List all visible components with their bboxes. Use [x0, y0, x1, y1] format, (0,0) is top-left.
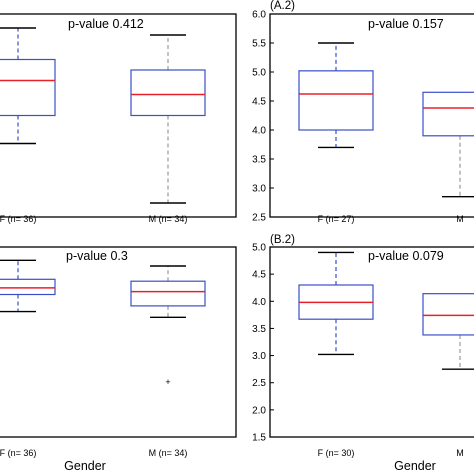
p-value-annotation: p-value 0.3	[66, 249, 128, 263]
box-2	[422, 91, 474, 198]
y-tick-label: 2.5	[252, 378, 266, 389]
p-value-annotation: p-value 0.412	[68, 17, 144, 31]
panel-label: (A.2)	[270, 0, 295, 12]
plot-frame	[269, 13, 474, 218]
box-1	[0, 27, 56, 145]
y-tick-label: 4.5	[252, 97, 266, 108]
box-2	[422, 293, 474, 370]
y-tick-label: 1.5	[252, 433, 266, 444]
x-axis-label: Gender	[394, 459, 436, 473]
x-tick-label: M	[456, 214, 464, 224]
x-tick-label: M (n= 34)	[149, 448, 188, 458]
plot-frame	[269, 246, 474, 438]
x-tick-label: F (n= 36)	[0, 448, 36, 458]
panel-4: 1.5 2.0 2.5 3.0 3.5 4.0 4.5 5.0 F (n= 30) Mp-valu…	[252, 234, 474, 473]
outlier-point: +	[165, 377, 170, 387]
box-1	[0, 259, 56, 313]
panel-label: (B.2)	[270, 234, 295, 246]
y-tick-label: 4.5	[252, 270, 266, 281]
x-tick-label: F (n= 36)	[0, 214, 36, 224]
box-2	[130, 34, 206, 204]
p-value-annotation: p-value 0.079	[368, 249, 444, 263]
y-tick-label: 2.5	[252, 213, 266, 224]
y-tick-label: 4.0	[252, 126, 266, 137]
box-body	[422, 91, 474, 137]
x-tick-label: M	[456, 448, 464, 458]
y-tick-label: 5.0	[252, 68, 266, 79]
box-body	[0, 278, 56, 296]
plot-frame	[0, 246, 237, 438]
x-tick-label: F (n= 27)	[318, 214, 355, 224]
panel-3: + F (n= 36) M (n= 34) p-value 0.3 Gender	[0, 246, 237, 473]
x-tick-label: F (n= 30)	[318, 448, 355, 458]
box-body	[422, 293, 474, 336]
y-tick-label: 2.0	[252, 405, 266, 416]
box-body	[130, 69, 206, 117]
box-1	[298, 42, 374, 149]
panel-1: F (n= 36) M (n= 34) p-value 0.412	[0, 13, 237, 224]
y-tick-label: 5.0	[252, 243, 266, 254]
panel-2: 2.5 3.0 3.5 4.0 4.5 5.0 5.5 6.0 F (n= 27) Mp-valu…	[252, 0, 474, 224]
x-tick-label: M (n= 34)	[149, 214, 188, 224]
y-tick-label: 3.0	[252, 184, 266, 195]
box-body	[0, 58, 56, 117]
box-body	[298, 70, 374, 131]
y-tick-label: 3.5	[252, 155, 266, 166]
p-value-annotation: p-value 0.157	[368, 17, 444, 31]
y-tick-label: 5.5	[252, 39, 266, 50]
box-2: +	[130, 265, 206, 387]
y-tick-label: 6.0	[252, 10, 266, 21]
box-body	[130, 280, 206, 307]
box-1	[298, 251, 374, 356]
y-tick-label: 3.5	[252, 324, 266, 335]
y-tick-label: 3.0	[252, 351, 266, 362]
plot-frame	[0, 13, 237, 218]
y-tick-label: 4.0	[252, 297, 266, 308]
x-axis-label: Gender	[64, 459, 106, 473]
